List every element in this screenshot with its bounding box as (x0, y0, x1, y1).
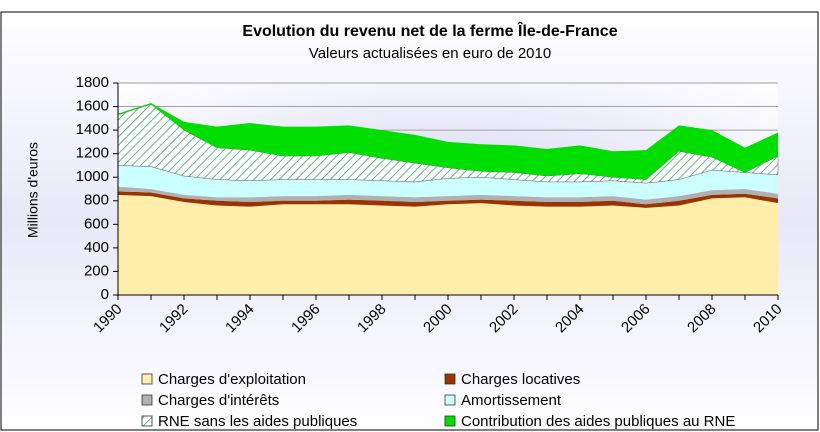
legend-swatch (141, 373, 153, 385)
legend-label: RNE sans les aides publiques (158, 413, 357, 430)
legend-label: Contribution des aides publiques au RNE (461, 413, 735, 430)
area (118, 194, 778, 295)
legend-swatch (444, 373, 456, 385)
legend-swatch (141, 394, 153, 406)
area (118, 165, 778, 200)
y-tick-label: 1200 (76, 145, 109, 162)
area (118, 186, 778, 205)
y-axis-label: Millions d'euros (25, 142, 41, 238)
y-tick-label: 600 (84, 215, 109, 232)
y-tick-label: 400 (84, 239, 109, 256)
y-tick-label: 0 (101, 286, 109, 303)
y-tick-label: 1600 (76, 98, 109, 115)
y-tick-label: 200 (84, 262, 109, 279)
y-tick-label: 1800 (76, 74, 109, 91)
legend-label: Charges d'intérêts (158, 392, 279, 409)
legend-label: Charges d'exploitation (158, 371, 306, 388)
area (117, 103, 779, 184)
y-tick-label: 1000 (76, 168, 109, 185)
chart-title: Evolution du revenu net de la ferme Île-… (242, 21, 617, 40)
chart-subtitle: Valeurs actualisées en euro de 2010 (309, 45, 551, 62)
legend-swatch (444, 415, 456, 427)
area (118, 103, 778, 180)
legend-label: Charges locatives (461, 371, 580, 388)
area (118, 191, 778, 208)
legend-swatch (444, 394, 456, 406)
legend-swatch (141, 415, 153, 427)
y-tick-label: 800 (84, 192, 109, 209)
legend-label: Amortissement (461, 392, 562, 409)
y-tick-label: 1400 (76, 121, 109, 138)
